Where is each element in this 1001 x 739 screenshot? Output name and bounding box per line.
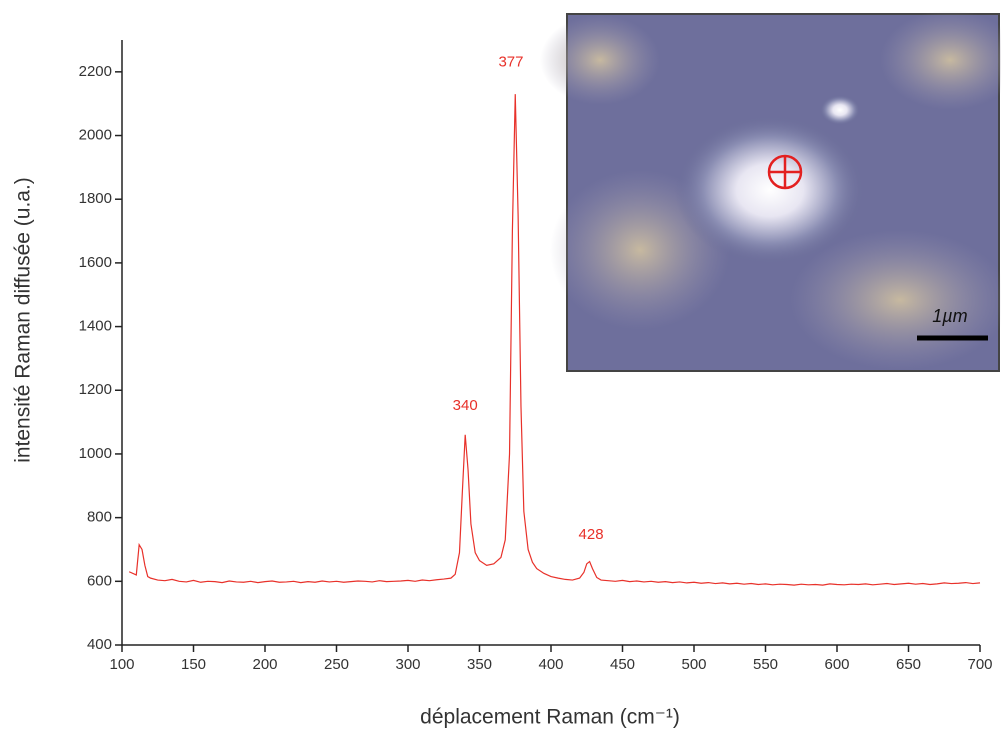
y-tick-label: 1000 (79, 445, 112, 462)
y-tick-label: 400 (87, 636, 112, 653)
x-tick-label: 300 (395, 656, 420, 673)
y-tick-label: 800 (87, 509, 112, 526)
y-tick-label: 1600 (79, 254, 112, 271)
spectrum-line (128, 94, 981, 586)
y-tick-label: 1800 (79, 190, 112, 207)
x-tick-label: 550 (753, 656, 778, 673)
x-tick-label: 700 (967, 656, 992, 673)
x-axis-label: déplacement Raman (cm⁻¹) (420, 706, 680, 729)
x-tick-label: 100 (109, 656, 134, 673)
peak-label: 428 (579, 526, 604, 543)
x-tick-label: 600 (824, 656, 849, 673)
y-tick-label: 600 (87, 572, 112, 589)
y-axis-label: intensité Raman diffusée (u.a.) (12, 177, 35, 463)
x-tick-label: 350 (467, 656, 492, 673)
y-tick-label: 1400 (79, 318, 112, 335)
x-tick-label: 200 (252, 656, 277, 673)
peak-label: 340 (453, 397, 478, 414)
x-tick-label: 500 (681, 656, 706, 673)
y-tick-label: 2200 (79, 63, 112, 80)
peak-label: 377 (498, 53, 523, 70)
x-tick-label: 400 (538, 656, 563, 673)
x-tick-label: 450 (610, 656, 635, 673)
inset-photo: 1µm (540, 10, 1001, 372)
scale-label: 1µm (932, 306, 967, 326)
y-tick-label: 1200 (79, 381, 112, 398)
y-tick-label: 2000 (79, 126, 112, 143)
x-tick-label: 250 (324, 656, 349, 673)
x-tick-label: 650 (896, 656, 921, 673)
x-tick-label: 150 (181, 656, 206, 673)
